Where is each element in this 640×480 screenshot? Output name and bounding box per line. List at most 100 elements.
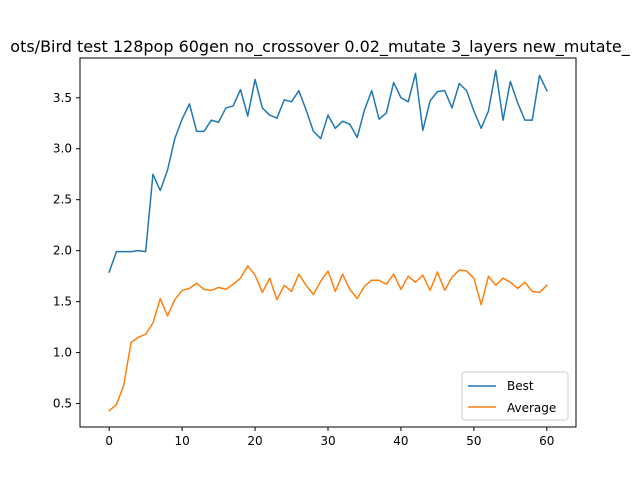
data-point-average [174,299,176,301]
data-point-best [210,119,212,121]
data-point-average [320,280,322,282]
data-point-best [524,119,526,121]
data-point-average [429,290,431,292]
data-point-best [283,99,285,101]
data-point-average [510,281,512,283]
data-point-best [276,117,278,119]
data-point-average [502,277,504,279]
data-point-average [407,275,409,277]
data-point-best [437,91,439,93]
data-point-average [152,322,154,324]
data-point-average [342,273,344,275]
data-point-average [240,277,242,279]
data-point-average [218,287,220,289]
data-point-best [378,118,380,120]
legend-label-average: Average [507,401,556,415]
data-point-best [539,75,541,77]
data-point-best [305,109,307,111]
data-point-average [269,277,271,279]
data-point-average [437,271,439,273]
data-point-best [327,114,329,116]
data-point-average [283,285,285,287]
data-point-average [116,404,118,406]
data-point-average [458,269,460,271]
x-tick-label: 60 [539,434,554,448]
data-point-average [539,292,541,294]
data-point-average [108,410,110,412]
data-point-average [123,384,125,386]
y-tick-label: 3.5 [53,91,72,105]
data-point-best [502,119,504,121]
series-line-best [108,69,548,274]
data-point-best [480,128,482,130]
data-point-average [386,283,388,285]
data-point-best [240,89,242,91]
data-point-best [473,110,475,112]
data-point-average [313,294,315,296]
chart-title: ots/Bird test 128pop 60gen no_crossover … [10,37,630,57]
data-point-best [218,121,220,123]
data-point-average [400,289,402,291]
y-tick-label: 2.5 [53,193,72,207]
data-point-average [254,274,256,276]
data-point-best [174,138,176,140]
data-point-average [415,281,417,283]
data-point-average [356,298,358,300]
data-point-best [510,81,512,83]
data-point-average [181,290,183,292]
data-point-best [232,105,234,107]
data-point-average [524,281,526,283]
data-point-best [517,102,519,104]
x-tick-label: 30 [320,434,335,448]
data-point-best [342,120,344,122]
data-point-best [138,250,140,252]
data-point-best [145,251,147,253]
data-point-average [466,270,468,272]
data-point-best [444,90,446,92]
data-point-average [203,289,205,291]
data-point-best [364,109,366,111]
data-point-best [495,69,497,71]
data-point-average [480,304,482,306]
data-point-average [349,289,351,291]
data-point-average [422,274,424,276]
data-point-average [167,315,169,317]
data-point-best [130,251,132,253]
data-point-best [320,138,322,140]
data-point-best [254,79,256,81]
data-point-best [269,114,271,116]
data-point-best [116,251,118,253]
data-point-average [305,285,307,287]
data-point-best [167,169,169,171]
data-point-average [327,270,329,272]
y-tick-label: 1.5 [53,295,72,309]
data-point-best [400,97,402,99]
data-point-average [130,342,132,344]
data-point-best [123,251,125,253]
data-point-best [181,118,183,120]
legend: Best Average [461,371,569,421]
data-point-average [517,288,519,290]
x-axis: 0 10 20 30 40 50 60 [105,427,554,448]
data-point-best [203,131,205,133]
data-point-average [159,298,161,300]
x-tick-label: 20 [247,434,262,448]
data-point-best [531,119,533,121]
data-point-average [451,276,453,278]
data-point-best [247,115,249,117]
data-point-average [262,292,264,294]
data-point-best [196,131,198,133]
data-point-average [531,291,533,293]
data-point-best [393,82,395,84]
legend-box [461,371,569,421]
data-point-average [473,277,475,279]
data-point-average [276,299,278,301]
data-point-average [546,285,548,287]
data-point-average [291,291,293,293]
y-tick-label: 3.0 [53,142,72,156]
data-point-best [407,101,409,103]
data-point-average [138,337,140,339]
x-tick-label: 10 [174,434,189,448]
data-point-average [488,275,490,277]
plot-area [108,69,548,412]
